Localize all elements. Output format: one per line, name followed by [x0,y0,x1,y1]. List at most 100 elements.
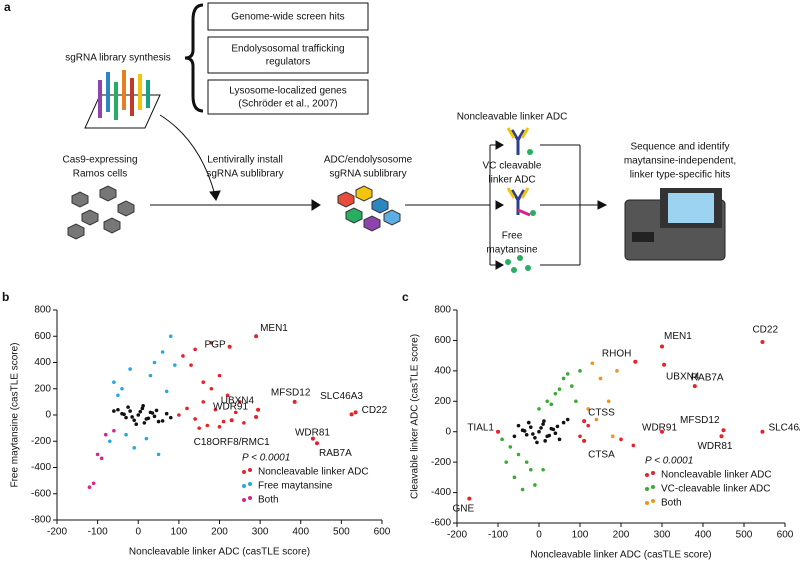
legend-label: Free maytansine [258,481,333,492]
point [221,419,226,424]
point [570,384,574,388]
point [611,434,615,439]
legend-label: Both [258,495,279,506]
annotated-point [349,412,354,417]
point [209,341,214,345]
point [141,404,145,408]
label: maytansine-independent, [624,156,736,167]
point [578,434,582,439]
x-axis-label: Noncleavable linker ADC (casTLE score) [129,547,310,558]
point [168,415,173,420]
x-tick-label: 200 [613,530,630,541]
gene-label: CD22 [362,405,388,416]
x-tick-label: 400 [695,530,712,541]
point [504,460,509,464]
point [128,367,132,371]
point [185,406,189,411]
point [112,380,116,384]
box-text: Endolysosomal trafficking [231,44,344,55]
point [516,452,521,457]
legend-swatch [248,482,252,486]
label: Free [502,231,523,242]
annotated-point [256,407,261,412]
box-text: Genome-wide screen hits [231,12,344,23]
y-tick-label: 0 [45,410,51,421]
y-tick-label: 0 [445,426,451,437]
y-tick-label: 600 [34,331,51,342]
point [565,372,570,376]
point [542,419,546,423]
point [122,412,126,417]
label: maytansine [486,245,538,256]
x-tick-label: 300 [654,530,671,541]
annotated-point [353,410,358,415]
box [207,79,369,115]
point [516,423,521,428]
annotated-point [660,429,664,434]
point [99,456,104,461]
point [120,386,124,391]
point [594,417,599,422]
point [152,360,157,365]
legend-swatch [645,487,649,491]
point [547,433,552,438]
legend-swatch [248,468,252,472]
legend-swatch [242,470,246,474]
point [173,363,177,367]
point [539,426,543,430]
box [207,36,369,74]
label: Cas9-expressing [62,155,137,166]
annotated-point [229,418,234,423]
annotated-point [227,344,232,349]
point [619,437,623,442]
gene-label: UBXN4 [221,395,255,406]
arrows [150,114,608,270]
point [606,399,611,404]
point [103,432,108,437]
gene-label: TIAL1 [467,422,494,433]
point [598,376,603,381]
y-tick-label: -800 [31,515,51,526]
point [205,423,210,428]
point [136,413,141,417]
sequencer [624,188,726,261]
point [561,376,566,381]
label: Sequence and identify [631,142,730,153]
point [142,421,147,425]
point [529,425,533,429]
point [233,410,238,415]
point [541,467,545,472]
point [537,429,541,434]
point [201,400,206,404]
y-tick-label: 200 [34,383,51,394]
legend-swatch [645,473,649,477]
gene-label: WDR81 [697,441,732,452]
gene-label: WDR91 [642,422,677,433]
annotated-point [582,419,587,424]
point [138,409,143,414]
annotated-point [760,429,765,434]
x-tick-label: 0 [536,530,542,541]
point [189,363,193,367]
brace [184,3,204,113]
gene-label: RHOH [602,348,631,359]
y-tick-label: -600 [31,488,51,499]
y-tick-label: 400 [434,365,451,376]
annotated-point [310,436,315,441]
box [207,2,369,31]
point [537,407,541,411]
point [177,413,181,417]
point [631,443,636,448]
point [533,436,537,440]
point [557,387,562,391]
point [144,436,149,441]
annotated-point [292,399,297,404]
point [557,437,562,442]
point [168,334,173,339]
annotated-point [467,496,472,501]
point [95,452,100,457]
gene-label: WDR81 [295,427,330,438]
point [152,414,157,419]
point [112,409,116,413]
y-tick-label: -400 [431,487,451,498]
